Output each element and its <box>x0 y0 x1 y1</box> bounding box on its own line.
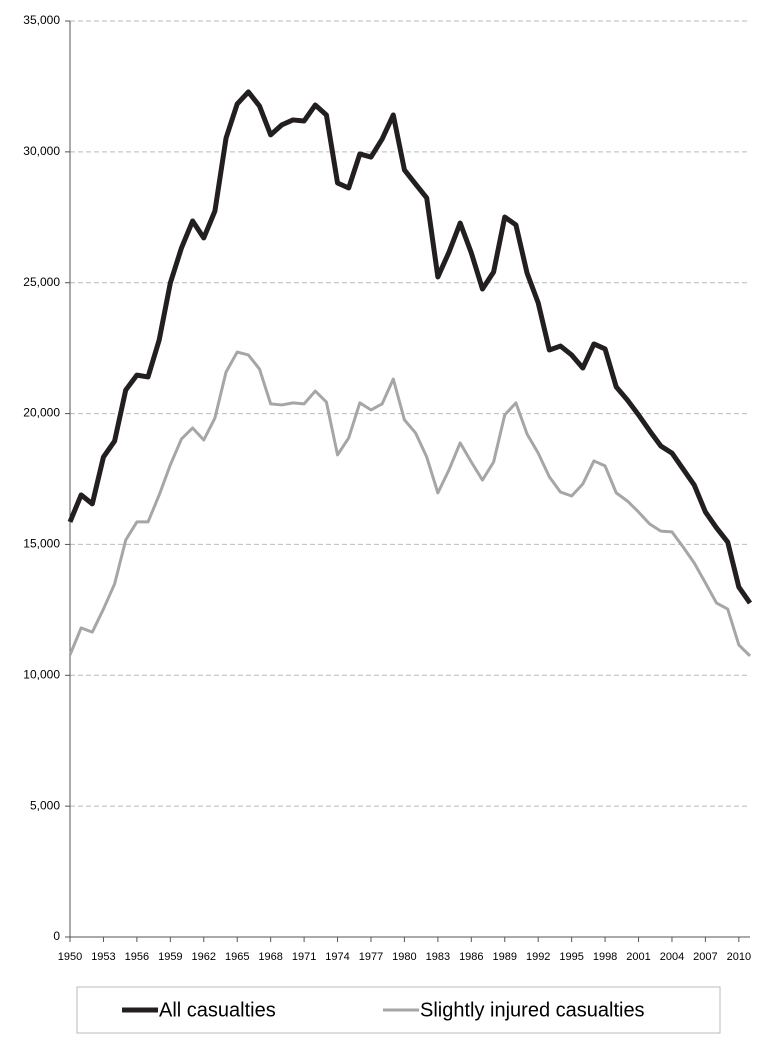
x-tick-label: 1983 <box>426 951 450 963</box>
x-tick-label: 2001 <box>626 951 650 963</box>
x-tick-label: 1956 <box>125 951 149 963</box>
y-tick-label: 30,000 <box>23 144 60 158</box>
legend-label: All casualties <box>159 999 276 1021</box>
x-tick-label: 1980 <box>392 951 416 963</box>
y-tick-label: 35,000 <box>23 13 60 27</box>
y-tick-label: 10,000 <box>23 667 60 681</box>
x-tick-label: 2007 <box>693 951 717 963</box>
y-tick-label: 25,000 <box>23 275 60 289</box>
legend-box <box>76 986 721 1034</box>
x-tick-label: 2010 <box>727 951 751 963</box>
y-tick-label: 0 <box>53 929 60 943</box>
x-tick-label: 1959 <box>158 951 182 963</box>
x-tick-label: 1974 <box>325 951 349 963</box>
series-line <box>68 350 752 657</box>
x-tick-label: 1962 <box>192 951 216 963</box>
x-tick-label: 1977 <box>359 951 383 963</box>
x-tick-label: 1995 <box>559 951 583 963</box>
x-tick-label: 1953 <box>91 951 115 963</box>
x-tick-label: 1965 <box>225 951 249 963</box>
x-tick-label: 2004 <box>660 951 684 963</box>
series-line <box>67 89 753 605</box>
x-tick-label: 1986 <box>459 951 483 963</box>
x-tick-label: 1971 <box>292 951 316 963</box>
legend-label: Slightly injured casualties <box>420 999 645 1021</box>
x-tick-label: 1998 <box>593 951 617 963</box>
x-tick-label: 1989 <box>493 951 517 963</box>
y-tick-label: 5,000 <box>30 798 60 812</box>
y-tick-label: 15,000 <box>23 537 60 551</box>
y-tick-label: 20,000 <box>23 406 60 420</box>
x-tick-label: 1950 <box>58 951 82 963</box>
x-tick-label: 1968 <box>258 951 282 963</box>
x-tick-label: 1992 <box>526 951 550 963</box>
